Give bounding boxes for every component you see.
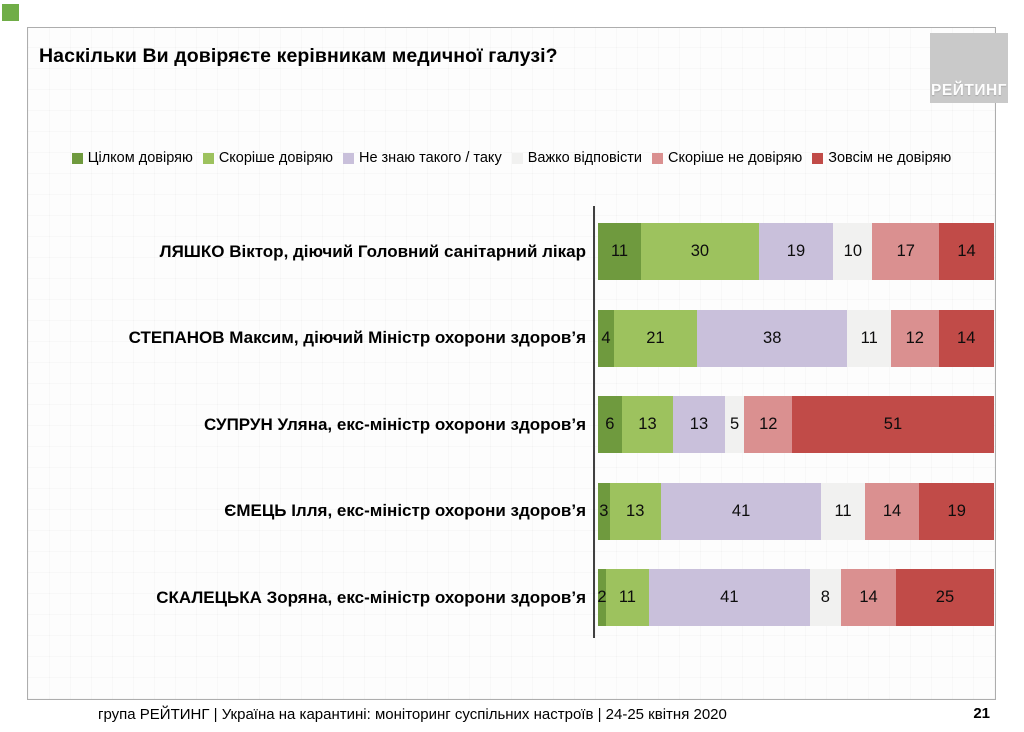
bar-segment: 30 <box>641 223 759 280</box>
legend-item: Скоріше довіряю <box>202 150 333 166</box>
slide-frame: Наскільки Ви довіряєте керівникам медичн… <box>27 27 996 700</box>
legend-label: Важко відповісти <box>527 150 642 166</box>
bar-segment: 11 <box>598 223 642 280</box>
bar-segment: 13 <box>673 396 725 453</box>
bar-segment: 2 <box>597 569 607 626</box>
bar-segment: 41 <box>648 569 810 626</box>
chart-row: СТЕПАНОВ Максим, діючий Міністр охорони … <box>28 309 995 367</box>
legend-item: Цілком довіряю <box>71 150 193 166</box>
bar-segment: 12 <box>891 309 939 367</box>
bar-segment: 6 <box>598 396 622 453</box>
chart-rows: ЛЯШКО Віктор, діючий Головний санітарний… <box>28 223 995 633</box>
legend-item: Зовсім не довіряю <box>812 150 951 166</box>
bar-segment: 14 <box>841 569 896 626</box>
legend-item: Скоріше не довіряю <box>651 150 803 166</box>
legend-label: Скоріше не довіряю <box>667 150 803 166</box>
bar-segment: 25 <box>895 569 994 626</box>
page-number: 21 <box>973 705 990 722</box>
rating-group-logo: РЕЙТИНГ <box>930 33 1008 103</box>
corner-accent-square <box>2 4 19 21</box>
legend-swatch-icon <box>202 152 214 164</box>
bar-segment: 51 <box>792 396 994 453</box>
bar-segment: 4 <box>598 309 614 367</box>
bar-segment: 11 <box>847 309 891 367</box>
bar-segment: 13 <box>609 482 661 540</box>
stacked-bar: 2 11 41 8 14 25 <box>597 569 994 626</box>
y-axis-line <box>593 206 595 638</box>
bar-segment: 14 <box>864 482 920 540</box>
chart-row: СКАЛЕЦЬКА Зоряна, екс-міністр охорони зд… <box>28 569 995 626</box>
category-label: СУПРУН Уляна, екс-міністр охорони здоров… <box>203 414 586 434</box>
bar-segment: 17 <box>872 223 940 280</box>
logo-text: РЕЙТИНГ <box>931 82 1007 99</box>
bar-segment: 12 <box>744 396 792 453</box>
footer-source-text: група РЕЙТИНГ | Україна на карантині: мо… <box>98 706 727 723</box>
bar-segment: 10 <box>833 223 873 280</box>
bar-segment: 8 <box>809 569 842 626</box>
stacked-bar: 11 30 19 10 17 14 <box>598 223 994 280</box>
stacked-bar: 4 21 38 11 12 14 <box>598 309 994 367</box>
bar-segment: 14 <box>939 223 994 280</box>
bar-segment: 19 <box>919 482 994 540</box>
legend-label: Цілком довіряю <box>87 150 193 166</box>
chart-row: ЛЯШКО Віктор, діючий Головний санітарний… <box>28 223 995 280</box>
legend-label: Зовсім не довіряю <box>828 150 952 166</box>
legend-swatch-icon <box>511 152 523 164</box>
chart-row: ЄМЕЦЬ Ілля, екс-міністр охорони здоров’я… <box>28 482 995 540</box>
category-label: ЛЯШКО Віктор, діючий Головний санітарний… <box>159 241 586 261</box>
bar-segment: 19 <box>758 223 834 280</box>
bar-segment: 3 <box>598 482 610 540</box>
legend-item: Важко відповісти <box>511 150 642 166</box>
bar-segment: 38 <box>696 309 848 367</box>
chart-row: СУПРУН Уляна, екс-міністр охорони здоров… <box>28 396 995 453</box>
page-title: Наскільки Ви довіряєте керівникам медичн… <box>39 45 558 67</box>
legend: Цілком довіряю Скоріше довіряю Не знаю так… <box>28 150 995 166</box>
bar-segment: 41 <box>660 482 822 540</box>
bar-segment: 5 <box>724 396 745 453</box>
category-label: СТЕПАНОВ Максим, діючий Міністр охорони … <box>128 328 586 347</box>
category-label: СКАЛЕЦЬКА Зоряна, екс-міністр охорони зд… <box>156 587 586 607</box>
bar-segment: 11 <box>821 482 865 540</box>
bar-segment: 13 <box>621 396 674 453</box>
legend-swatch-icon <box>651 152 663 164</box>
legend-swatch-icon <box>342 152 354 164</box>
stacked-bar: 3 13 41 11 14 19 <box>598 482 994 540</box>
bar-segment: 11 <box>605 569 649 626</box>
legend-label: Не знаю такого / таку <box>358 150 502 166</box>
bar-segment: 21 <box>613 309 697 367</box>
legend-swatch-icon <box>71 152 83 164</box>
stacked-bar: 6 13 13 5 12 51 <box>598 396 994 453</box>
legend-swatch-icon <box>812 152 824 164</box>
legend-item: Не знаю такого / таку <box>342 150 502 166</box>
legend-label: Скоріше довіряю <box>218 150 333 166</box>
bar-segment: 14 <box>938 309 994 367</box>
category-label: ЄМЕЦЬ Ілля, екс-міністр охорони здоров’я <box>224 501 586 520</box>
